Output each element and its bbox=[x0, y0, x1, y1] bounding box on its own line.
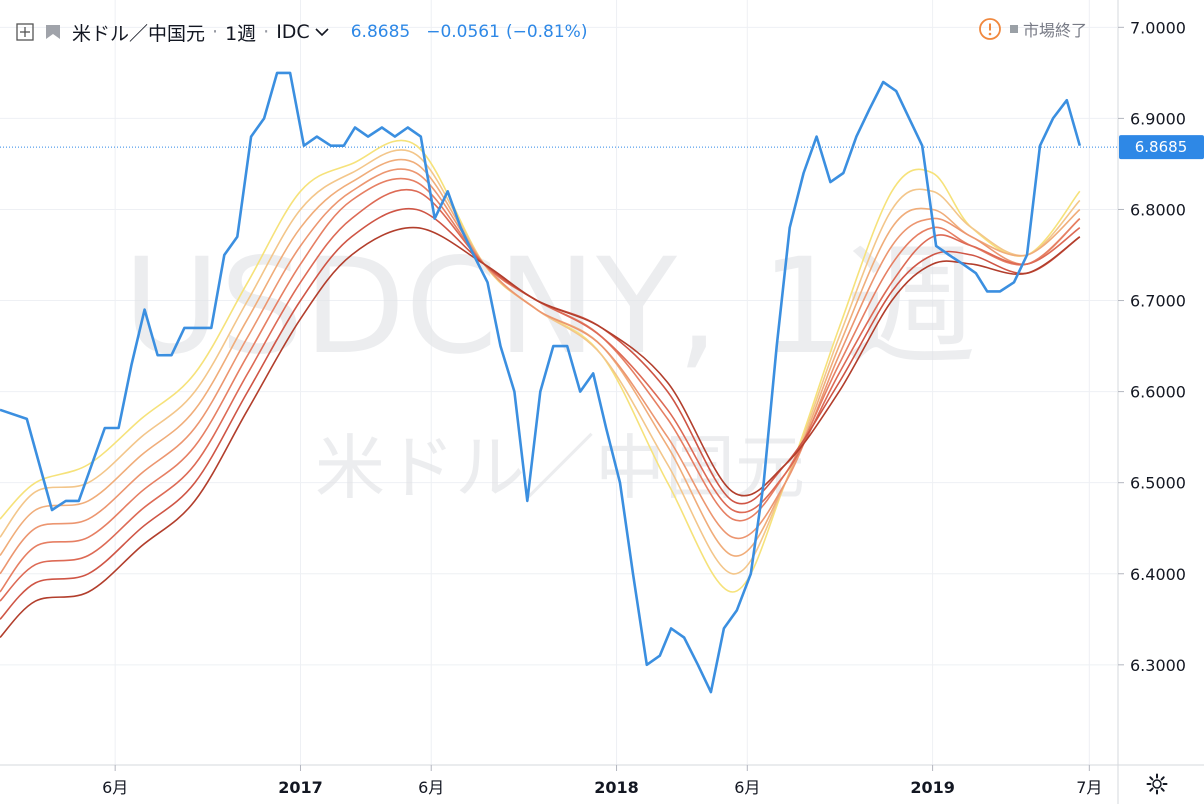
price-tick-label: 6.3000 bbox=[1130, 656, 1186, 675]
time-tick-label: 2018 bbox=[594, 778, 639, 797]
interval-label[interactable]: 1週 bbox=[225, 22, 257, 45]
collapse-box-icon[interactable] bbox=[16, 23, 34, 41]
watermark: USDCNY, 1週 米ドル／中国元 bbox=[123, 230, 977, 509]
price-tick-label: 6.9000 bbox=[1130, 109, 1186, 128]
pair-label[interactable]: 米ドル／中国元 bbox=[72, 22, 206, 45]
legend-separator: · bbox=[263, 21, 270, 43]
time-tick-label: 2019 bbox=[910, 778, 955, 797]
market-status-label: 市場終了 bbox=[1023, 21, 1088, 40]
time-tick-label: 6月 bbox=[418, 778, 444, 797]
ma-line-2 bbox=[0, 149, 1081, 575]
price-series-line bbox=[0, 71, 1082, 694]
time-tick-label: 6月 bbox=[734, 778, 760, 797]
ma-ribbon bbox=[0, 139, 1081, 639]
price-axis[interactable]: 7.0000 6.9000 6.8000 6.7000 6.6000 6.5000 6.40… bbox=[1118, 18, 1186, 675]
legend-separator: · bbox=[212, 21, 219, 43]
source-label[interactable]: IDC bbox=[276, 21, 310, 43]
grid bbox=[0, 0, 1117, 765]
watermark-name: 米ドル／中国元 bbox=[315, 427, 805, 509]
time-tick-label: 6月 bbox=[102, 778, 128, 797]
warning-icon[interactable] bbox=[978, 17, 1002, 41]
gear-icon[interactable] bbox=[1146, 773, 1168, 795]
last-price-label: 6.8685 bbox=[1135, 138, 1188, 156]
time-tick-label: 2017 bbox=[278, 778, 323, 797]
price-tick-label: 6.8000 bbox=[1130, 200, 1186, 219]
market-status: 市場終了 bbox=[978, 16, 1087, 42]
status-dot bbox=[1010, 25, 1018, 33]
ma-line-1 bbox=[0, 139, 1081, 593]
ma-line-4 bbox=[0, 168, 1081, 575]
price-tick-label: 6.6000 bbox=[1130, 383, 1186, 402]
chart-legend: 米ドル／中国元 · 1週 · IDC 6.8685 −0.0561 (−0.81… bbox=[16, 18, 603, 46]
last-price-marker: 6.8685 bbox=[1119, 135, 1204, 160]
price-tick-label: 6.7000 bbox=[1130, 292, 1186, 311]
last-price-value: 6.8685 bbox=[350, 22, 411, 42]
price-tick-label: 6.4000 bbox=[1130, 565, 1186, 584]
time-axis[interactable]: 6月 2017 6月 2018 6月 2019 7月 bbox=[102, 765, 1102, 797]
price-change: −0.0561 bbox=[426, 22, 500, 42]
price-tick-label: 6.5000 bbox=[1130, 474, 1186, 493]
price-tick-label: 7.0000 bbox=[1130, 18, 1186, 37]
time-tick-label: 7月 bbox=[1076, 778, 1102, 797]
price-change-percent: (−0.81%) bbox=[505, 22, 588, 42]
chevron-down-icon[interactable] bbox=[315, 27, 329, 37]
flag-icon[interactable] bbox=[44, 23, 62, 41]
ma-line-8 bbox=[0, 226, 1081, 639]
